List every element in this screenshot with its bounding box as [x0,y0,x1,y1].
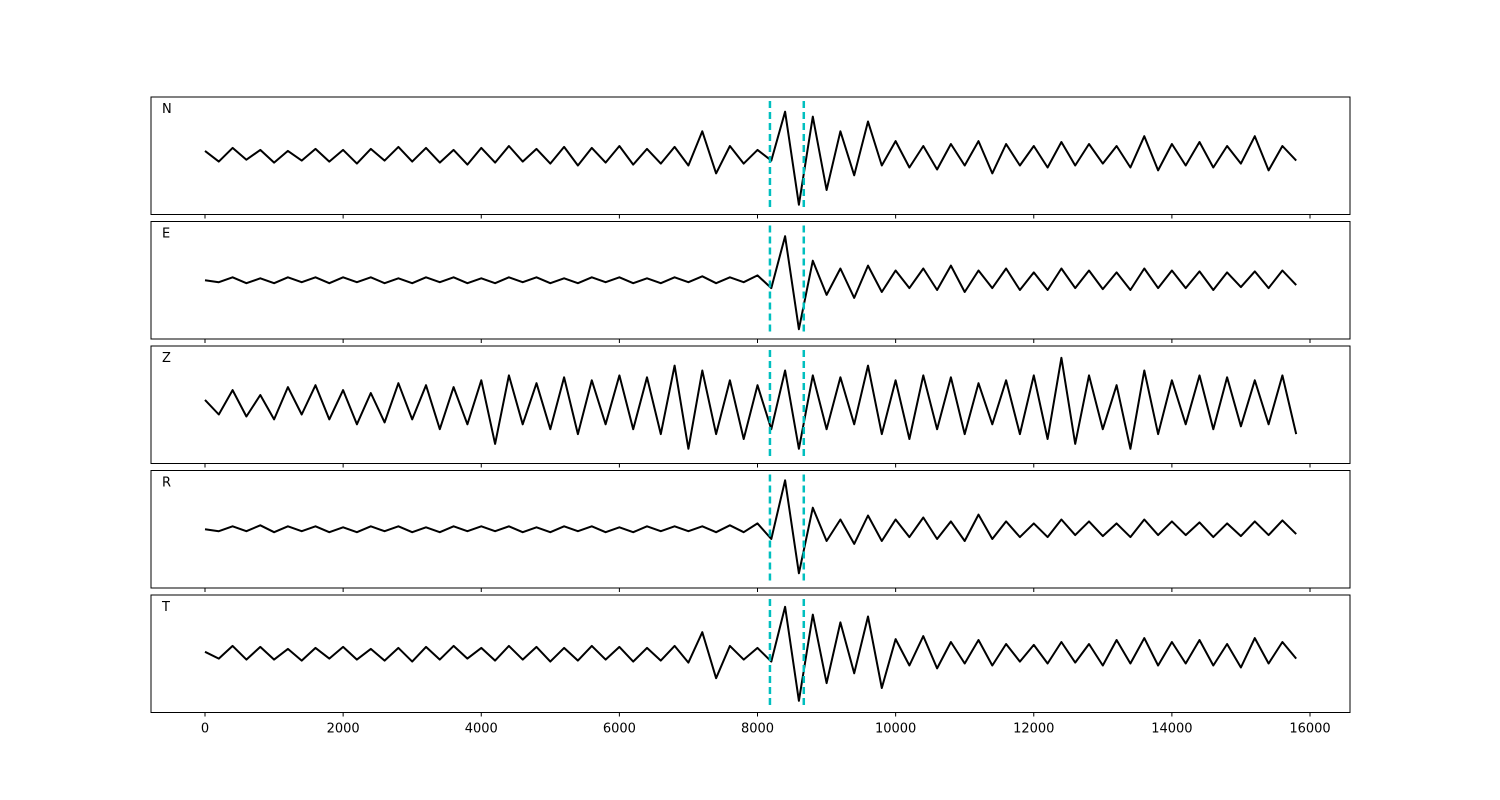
panel-label: T [161,600,170,615]
x-tick-label: 16000 [1289,722,1330,737]
panel-label: Z [162,351,171,366]
x-tick-label: 4000 [465,722,498,737]
panel-label: N [162,102,172,117]
x-tick-label: 8000 [741,722,774,737]
panel-frame [150,96,1351,215]
x-tick-label: 10000 [875,722,916,737]
panel-frame [150,221,1351,340]
x-tick-label: 0 [201,722,209,737]
panel-frame [150,345,1351,464]
trace [204,479,1297,575]
x-tick-label: 12000 [1013,722,1054,737]
x-tick-label: 14000 [1151,722,1192,737]
panel-label: E [162,227,170,242]
trace [204,235,1297,331]
trace [204,110,1297,206]
panel-label: R [162,476,171,491]
panel-frame [150,470,1351,589]
trace [204,605,1297,702]
x-tick-label: 6000 [603,722,636,737]
panel-frame [150,594,1351,713]
x-tick-label: 2000 [327,722,360,737]
trace [204,356,1298,450]
